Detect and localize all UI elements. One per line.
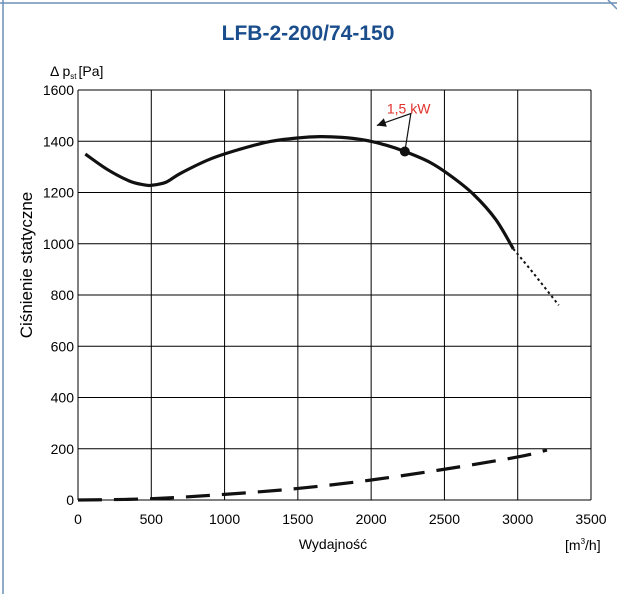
y-tick-label: 1400 <box>43 133 74 149</box>
tick-labels: 0 500 1000 1500 2000 2500 3000 3500 0 200 400 600 80… <box>43 82 607 527</box>
x-tick-label: 3000 <box>502 511 533 527</box>
x-axis-title: Wydajność <box>299 536 367 552</box>
pressure-curve <box>84 135 515 250</box>
x-tick-label: 3500 <box>575 511 606 527</box>
y-tick-label: 0 <box>66 492 74 508</box>
power-annotation: 1,5 kW <box>376 101 431 157</box>
pressure-curve-extension <box>512 248 560 306</box>
y-tick-label: 600 <box>51 338 75 354</box>
x-tick-label: 2000 <box>356 511 387 527</box>
corner-mark <box>607 0 617 10</box>
dynamic-pressure-curve <box>77 448 548 502</box>
x-tick-label: 2500 <box>429 511 460 527</box>
annotation-arrowhead <box>376 118 387 127</box>
y-tick-label: 1000 <box>43 236 74 252</box>
x-tick-label: 500 <box>140 511 164 527</box>
x-tick-label: 1000 <box>209 511 240 527</box>
chart-title: LFB-2-200/74-150 <box>222 22 395 45</box>
y-tick-label: 1600 <box>43 82 74 98</box>
series <box>77 135 560 502</box>
grid <box>77 89 592 501</box>
y-axis-unit: Δ pst [Pa] <box>50 63 103 81</box>
x-tick-label: 1500 <box>282 511 313 527</box>
y-tick-label: 1200 <box>43 185 74 201</box>
y-tick-label: 400 <box>51 390 75 406</box>
y-tick-label: 800 <box>51 287 75 303</box>
x-axis-unit: [m3/h] <box>565 537 601 553</box>
y-tick-label: 200 <box>51 441 75 457</box>
power-label: 1,5 kW <box>387 101 431 117</box>
annotation-leader <box>376 112 412 152</box>
x-tick-label: 0 <box>74 511 82 527</box>
y-axis-title: Ciśnienie statyczne <box>17 192 36 338</box>
